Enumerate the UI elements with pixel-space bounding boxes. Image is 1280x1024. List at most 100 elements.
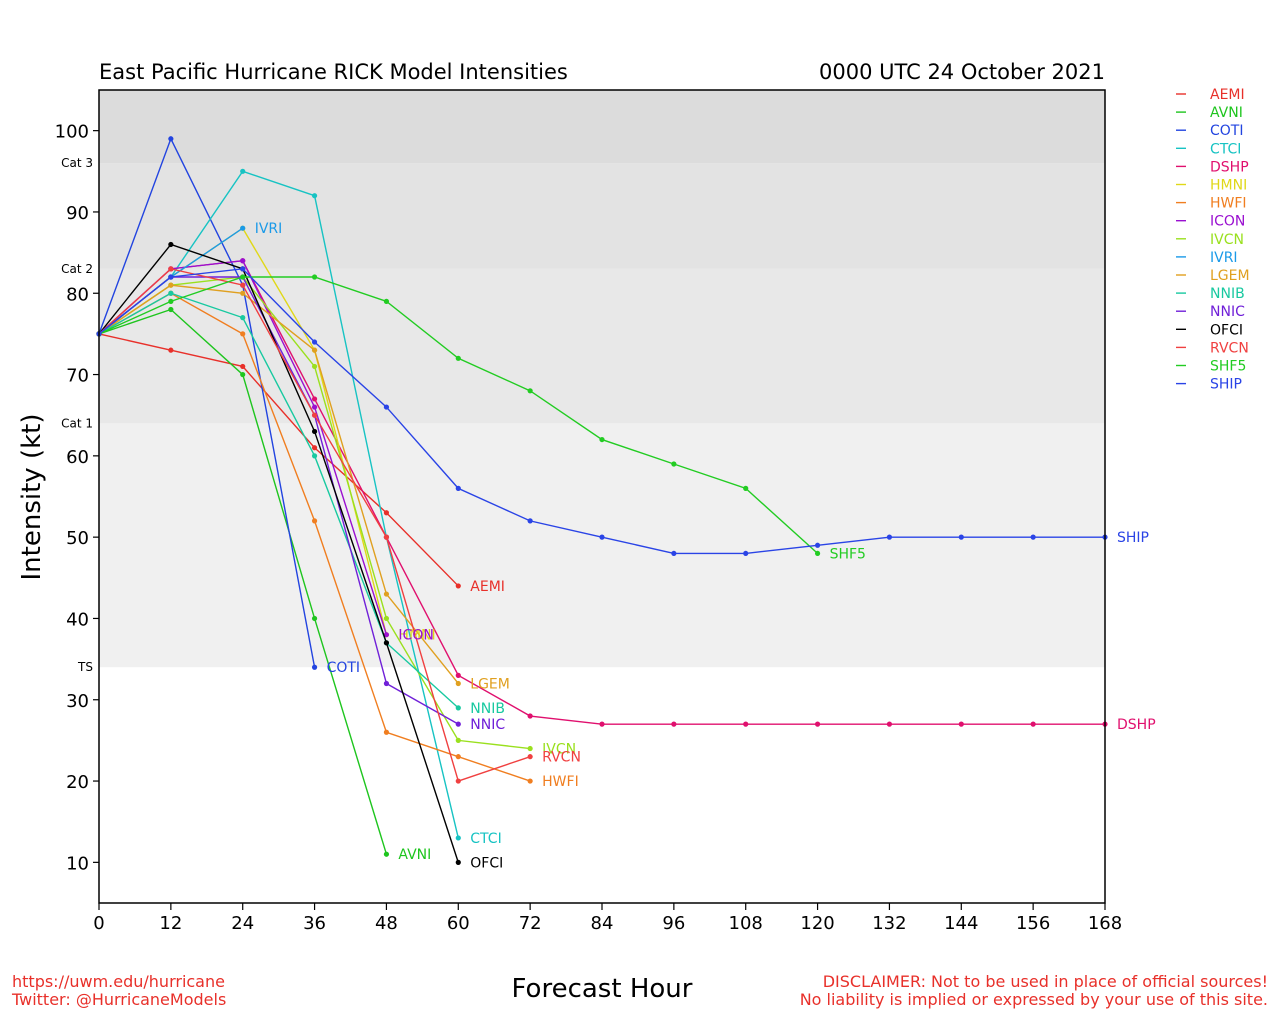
- legend-label: NNIC: [1210, 304, 1245, 320]
- data-point: [168, 347, 174, 353]
- data-point: [814, 721, 821, 727]
- series-end-label: DSHP: [1117, 717, 1156, 733]
- x-tick-label: 108: [729, 913, 763, 934]
- legend-label: HMNI: [1210, 178, 1247, 194]
- data-point: [455, 737, 461, 744]
- footer-url[interactable]: https://uwm.edu/hurricane: [12, 972, 225, 991]
- data-point: [743, 721, 749, 727]
- legend-label: AVNI: [1210, 105, 1243, 121]
- y-axis-label: Intensity (kt): [17, 414, 47, 581]
- data-point: [886, 721, 893, 727]
- legend-label: HWFI: [1210, 196, 1247, 212]
- intensity-band: [99, 423, 1105, 668]
- disclaimer-line-2: No liability is implied or expressed by …: [799, 990, 1268, 1009]
- data-point: [240, 266, 246, 272]
- y-tick-label: 70: [66, 366, 89, 387]
- y-tick-label: 60: [66, 447, 89, 468]
- disclaimer-line-1: DISCLAIMER: Not to be used in place of o…: [822, 972, 1268, 991]
- legend-label: IVRI: [1210, 250, 1238, 266]
- data-point: [455, 672, 461, 678]
- data-point: [383, 680, 390, 687]
- data-point: [240, 371, 246, 378]
- series-end-label: ICON: [398, 628, 433, 644]
- data-point: [814, 550, 821, 557]
- series-end-label: AEMI: [470, 579, 505, 595]
- data-point: [240, 274, 246, 280]
- series-line: [98, 137, 316, 668]
- data-point: [383, 640, 390, 646]
- data-point: [671, 721, 677, 727]
- x-tick-label: 144: [944, 913, 978, 934]
- legend-label: COTI: [1210, 123, 1243, 139]
- data-point: [240, 290, 246, 296]
- data-point: [527, 745, 533, 752]
- series-line: [98, 284, 459, 684]
- series-end-label: CTCI: [470, 831, 501, 847]
- series-end-label: SHF5: [830, 546, 866, 562]
- series-line: [98, 292, 459, 709]
- y-tick-label: 40: [66, 609, 89, 630]
- series-end-label: IVRI: [255, 221, 283, 237]
- data-point: [383, 632, 390, 638]
- data-point: [455, 754, 461, 760]
- data-point: [455, 835, 461, 841]
- intensity-band: [99, 90, 1105, 164]
- series-end-label: HMNI: [398, 628, 435, 644]
- legend-label: SHF5: [1210, 359, 1246, 375]
- data-point: [240, 363, 246, 370]
- data-point: [383, 404, 390, 410]
- data-point: [743, 550, 749, 557]
- x-tick-label: 36: [303, 913, 326, 934]
- data-point: [455, 721, 461, 727]
- data-point: [527, 518, 533, 524]
- data-point: [383, 534, 390, 540]
- series-end-label: IVCN: [542, 742, 576, 758]
- data-point: [599, 436, 605, 443]
- data-point: [311, 615, 318, 622]
- data-point: [168, 241, 174, 248]
- x-tick-label: 72: [519, 913, 542, 934]
- x-tick-label: 84: [591, 913, 614, 934]
- data-point: [527, 388, 533, 394]
- data-point: [958, 721, 964, 727]
- x-tick-label: 0: [93, 913, 104, 934]
- footer-twitter[interactable]: Twitter: @HurricaneModels: [12, 990, 227, 1009]
- data-point: [455, 485, 461, 491]
- x-tick-label: 60: [447, 913, 470, 934]
- series-end-label: NNIC: [470, 717, 505, 733]
- data-point: [168, 266, 174, 272]
- series-end-label: HWFI: [542, 774, 579, 790]
- y-tick-label: 90: [66, 203, 89, 224]
- legend-label: IVCN: [1210, 232, 1244, 248]
- data-point: [1030, 534, 1036, 540]
- data-point: [599, 721, 605, 727]
- data-point: [814, 542, 821, 548]
- x-tick-label: 132: [872, 913, 906, 934]
- data-point: [671, 550, 677, 557]
- x-tick-label: 12: [159, 913, 182, 934]
- data-point: [311, 664, 318, 670]
- category-label: Cat 2: [61, 262, 93, 276]
- series-shf5: [96, 274, 821, 557]
- data-point: [383, 510, 390, 516]
- x-axis-label: Forecast Hour: [512, 974, 693, 1004]
- data-point: [1030, 721, 1036, 727]
- data-point: [168, 282, 174, 288]
- data-point: [311, 428, 318, 435]
- data-point: [311, 347, 318, 353]
- x-tick-label: 48: [375, 913, 398, 934]
- legend-label: CTCI: [1210, 141, 1241, 157]
- data-point: [311, 404, 318, 410]
- data-point: [240, 258, 246, 264]
- data-point: [311, 193, 318, 199]
- data-point: [311, 518, 318, 524]
- data-point: [240, 331, 246, 337]
- series-end-label: RVCN: [542, 750, 581, 766]
- legend-label: OFCI: [1210, 322, 1243, 338]
- data-point: [311, 445, 318, 451]
- y-tick-label: 10: [66, 853, 89, 874]
- series-end-label: COTI: [327, 660, 360, 676]
- legend-label: LGEM: [1210, 268, 1250, 284]
- data-point: [168, 274, 174, 280]
- series-end-label: SHIP: [1117, 530, 1149, 546]
